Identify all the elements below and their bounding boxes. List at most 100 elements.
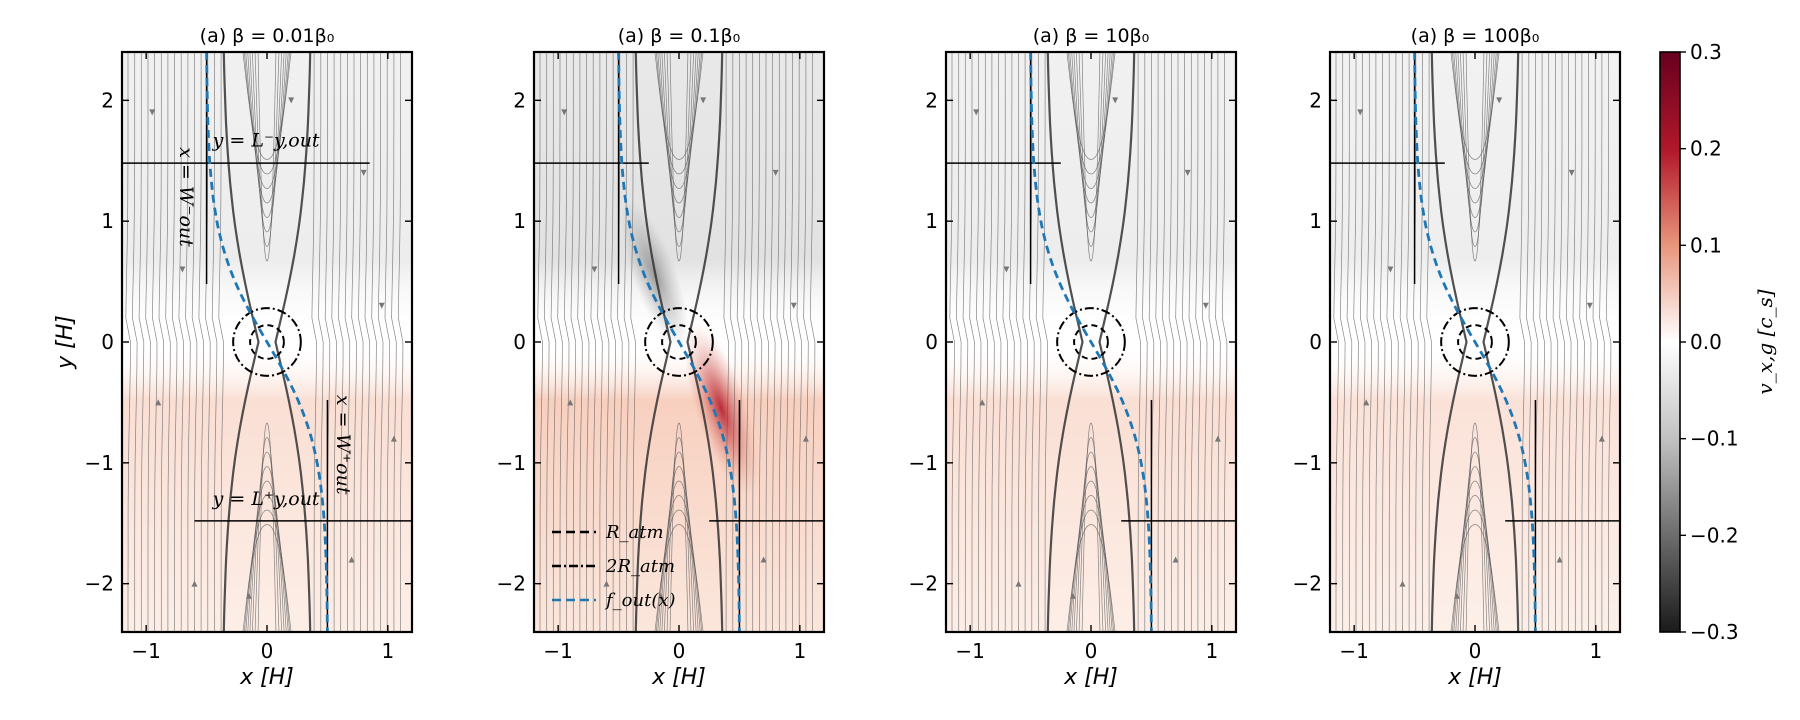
streamline — [1071, 480, 1111, 632]
streamline — [1081, 52, 1101, 262]
streamline — [254, 52, 280, 247]
streamline — [1182, 52, 1188, 632]
flow-arrow — [802, 435, 809, 442]
x-tick-label: −1 — [543, 639, 572, 663]
streamline — [1340, 52, 1346, 632]
streamline — [659, 480, 699, 632]
streamline — [211, 52, 218, 632]
streamline — [666, 52, 692, 247]
colorbar-label: v_x,g [c_s] — [1753, 289, 1777, 394]
y-tick-label: 1 — [513, 209, 526, 233]
streamline — [1002, 52, 1008, 632]
streamline — [391, 52, 397, 632]
flow-arrow — [1214, 435, 1221, 442]
flow-arrow — [1598, 435, 1605, 442]
annotation-y-plus: y = L⁺y,out — [212, 488, 320, 510]
flow-arrow — [179, 266, 186, 273]
streamline — [1073, 466, 1109, 632]
streamline — [1035, 52, 1042, 632]
streamline — [962, 52, 969, 632]
flow-arrow — [155, 399, 162, 406]
legend: R_atm 2R_atm f_out(x) — [552, 522, 676, 611]
flow-arrow — [1556, 556, 1563, 563]
streamline — [191, 52, 198, 632]
streamline — [247, 52, 287, 204]
streamline — [132, 52, 138, 632]
streamline — [630, 52, 636, 632]
x-axis-label: x [H] — [651, 665, 706, 690]
streamline — [1066, 524, 1116, 632]
streamline — [730, 52, 736, 632]
legend-label: 2R_atm — [605, 556, 675, 577]
streamline — [743, 52, 749, 632]
streamline — [789, 52, 796, 632]
flow-arrow — [149, 109, 156, 116]
panel-title: (a) β = 10β₀ — [1033, 25, 1150, 47]
flow-arrow — [1015, 580, 1022, 587]
streamline — [249, 466, 285, 632]
flow-arrow — [760, 556, 767, 563]
streamline — [152, 52, 158, 632]
y-tick-label: 2 — [513, 88, 526, 112]
y-tick-label: −2 — [497, 572, 526, 596]
streamline — [976, 52, 982, 632]
streamline — [178, 52, 184, 632]
streamline — [550, 52, 557, 632]
streamline — [338, 52, 344, 632]
streamline — [1042, 52, 1048, 632]
flow-arrow — [1069, 592, 1076, 599]
streamline — [371, 52, 377, 632]
streamline — [763, 52, 769, 632]
flow-arrow — [1387, 266, 1394, 273]
r-atm-circle — [249, 324, 285, 360]
flow-arrow — [1357, 109, 1364, 116]
panel-title: (a) β = 0.01β₀ — [200, 25, 335, 47]
streamline — [661, 466, 697, 632]
streamline — [1022, 52, 1028, 632]
streamline — [663, 52, 695, 233]
annotation-y-minus: y = L⁻y,out — [212, 129, 320, 151]
streamline — [1585, 52, 1592, 632]
streamline — [1081, 422, 1101, 632]
panel-4: (a) β = 100β₀ −1 0 1 −2 −1 0 1 2 x [H] — [1293, 25, 1622, 690]
streamline — [657, 52, 701, 189]
flow-arrow — [378, 302, 385, 309]
flow-arrow — [1202, 302, 1209, 309]
y-tick-label: 0 — [513, 330, 526, 354]
colorbar-bar — [1659, 51, 1681, 633]
streamline — [1078, 52, 1104, 247]
y-tick-label: −2 — [909, 572, 938, 596]
streamline — [1221, 52, 1228, 632]
streamline — [1459, 52, 1491, 233]
streamline — [1073, 52, 1109, 218]
streamline — [242, 52, 292, 160]
streamline — [1453, 52, 1497, 189]
annotation-x-minus: x = W⁻out — [175, 147, 197, 247]
r-atm2-circle — [1056, 307, 1126, 377]
f-out-curve — [1413, 52, 1537, 632]
streamline — [583, 52, 590, 632]
panel-plot-area — [946, 52, 1236, 632]
streamline — [1188, 52, 1195, 632]
panels-group: (a) β = 0.01β₀ −1 0 1 −2 −1 0 1 2 x [H] y = L⁻y,ou… — [85, 25, 1622, 690]
streamline — [351, 52, 357, 632]
streamline — [1526, 52, 1532, 632]
streamline — [243, 52, 291, 175]
colorbar-tick-label: 0.2 — [1690, 137, 1722, 161]
streamline — [1386, 52, 1392, 632]
f-out-curve — [617, 52, 741, 632]
streamline — [1579, 52, 1585, 632]
streamline — [1066, 52, 1116, 160]
streamline — [1406, 52, 1412, 632]
streamline — [384, 52, 390, 632]
separatrix — [1098, 52, 1136, 632]
streamline — [756, 52, 763, 632]
y-tick-label: 2 — [925, 88, 938, 112]
streamline — [138, 52, 145, 632]
flow-arrow — [390, 435, 397, 442]
r-atm-circle — [1457, 324, 1493, 360]
streamline — [956, 52, 962, 632]
flow-arrow — [191, 580, 198, 587]
streamline — [1333, 52, 1339, 632]
